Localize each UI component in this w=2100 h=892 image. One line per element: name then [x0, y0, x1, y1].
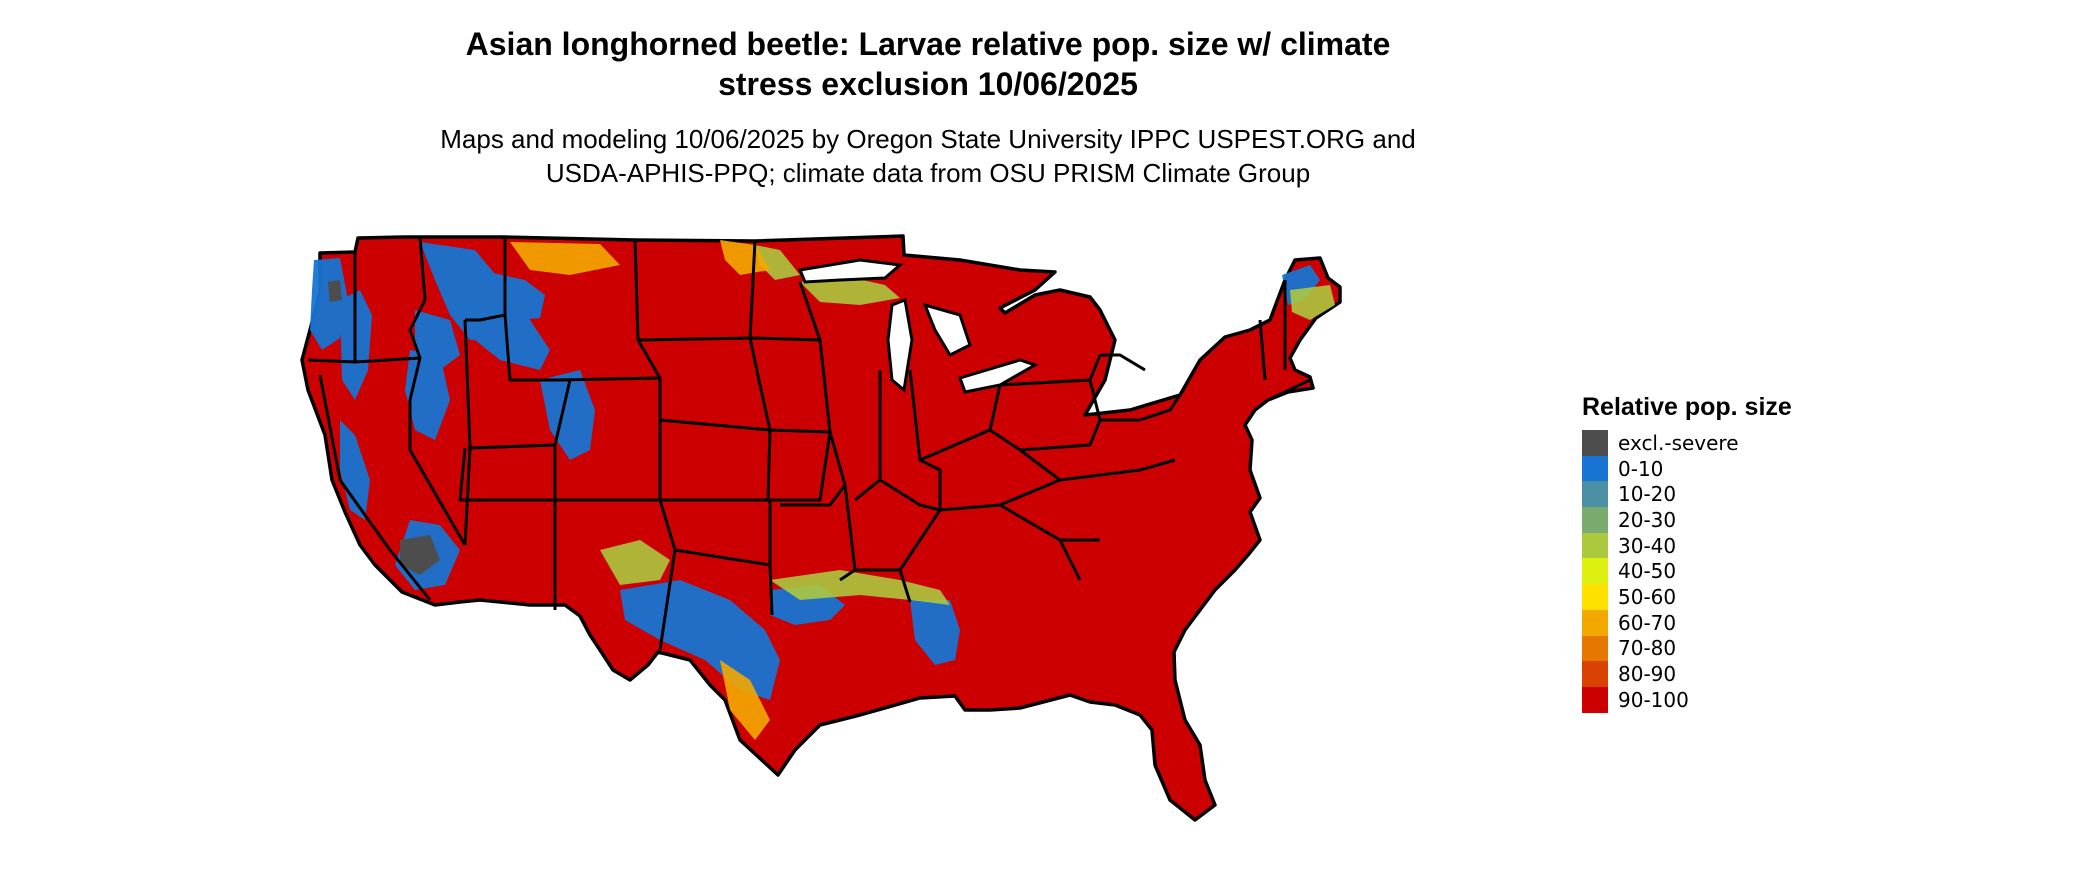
zone-colorado-rockies	[540, 370, 595, 460]
zone-upper-michigan	[800, 275, 900, 305]
lake-michigan	[886, 297, 914, 393]
legend-swatch	[1582, 558, 1608, 585]
map-title-line-1: Asian longhorned beetle: Larvae relative…	[465, 26, 1391, 62]
legend-swatch	[1582, 686, 1608, 713]
legend-swatch	[1582, 507, 1608, 533]
legend-swatch	[1582, 635, 1608, 662]
zone-sierra	[340, 420, 370, 520]
lake-erie	[958, 358, 1039, 394]
mid-population-zones	[600, 245, 1335, 605]
legend: Relative pop. size excl.-severe 0-10 10-20…	[1582, 392, 1792, 713]
legend-title: Relative pop. size	[1582, 393, 1792, 421]
legend-swatch	[1582, 661, 1608, 687]
legend-swatch	[1582, 532, 1608, 559]
map-subtitle-line-1: Maps and modeling 10/06/2025 by Oregon S…	[440, 124, 1416, 154]
zone-wyoming-basin	[450, 290, 550, 370]
legend-item: 50-60	[1582, 584, 1792, 610]
legend-label: 20-30	[1618, 507, 1677, 532]
legend-label: 50-60	[1618, 584, 1677, 609]
legend-swatch	[1582, 481, 1608, 508]
zone-wyoming	[480, 270, 545, 320]
legend-item: 10-20	[1582, 481, 1792, 508]
zone-excl-desert-southwest	[400, 535, 440, 575]
zone-northern-minnesota	[755, 245, 800, 280]
map-title-line-2: stress exclusion 10/06/2025	[718, 66, 1138, 102]
state-border-lines	[307, 236, 1311, 651]
zone-gulf-coast-belt	[770, 570, 950, 605]
legend-label: 70-80	[1618, 636, 1677, 661]
map-subtitle: Maps and modeling 10/06/2025 by Oregon S…	[0, 122, 1856, 190]
legend-label: 80-90	[1618, 662, 1677, 687]
map-body	[300, 234, 1342, 822]
excluded-severe-zones	[328, 280, 440, 575]
map-title: Asian longhorned beetle: Larvae relative…	[0, 24, 1856, 104]
zone-maine	[1290, 285, 1335, 320]
zone-florida	[910, 600, 960, 665]
zone-texas-central	[600, 540, 670, 585]
legend-label: 90-100	[1618, 687, 1689, 712]
legend-swatch	[1582, 609, 1608, 636]
zone-minnesota-arrowhead	[720, 240, 770, 275]
map-subtitle-line-2: USDA-APHIS-PPQ; climate data from OSU PR…	[545, 158, 1311, 188]
legend-item: 30-40	[1582, 532, 1792, 559]
legend-label: 40-50	[1618, 559, 1677, 584]
zone-texas-gulf	[620, 580, 780, 700]
legend-item: 20-30	[1582, 507, 1792, 533]
legend-items: excl.-severe 0-10 10-20 20-30 30-40 40-50 50-6…	[1582, 430, 1792, 713]
zone-excl-cascades	[328, 280, 342, 302]
legend-item: excl.-severe	[1582, 430, 1792, 456]
legend-item: 60-70	[1582, 609, 1792, 636]
legend-swatch	[1582, 455, 1608, 482]
lake-superior	[797, 258, 904, 284]
high-mid-zones	[510, 240, 770, 740]
legend-label: 30-40	[1618, 533, 1677, 558]
legend-label: 10-20	[1618, 482, 1677, 507]
legend-swatch	[1582, 430, 1608, 456]
legend-label: excl.-severe	[1618, 430, 1739, 455]
legend-label: 60-70	[1618, 610, 1677, 635]
us-population-map	[300, 234, 1342, 822]
zone-montana-plains	[510, 242, 620, 275]
lake-huron	[922, 302, 972, 357]
legend-item: 0-10	[1582, 455, 1792, 482]
zone-texas-south	[720, 660, 770, 740]
legend-label: 0-10	[1618, 456, 1664, 481]
state-borders	[307, 236, 1311, 651]
legend-item: 80-90	[1582, 661, 1792, 687]
legend-item: 40-50	[1582, 558, 1792, 585]
great-lakes	[797, 258, 1039, 394]
legend-swatch	[1582, 584, 1608, 610]
legend-item: 70-80	[1582, 635, 1792, 662]
legend-item: 90-100	[1582, 686, 1792, 713]
